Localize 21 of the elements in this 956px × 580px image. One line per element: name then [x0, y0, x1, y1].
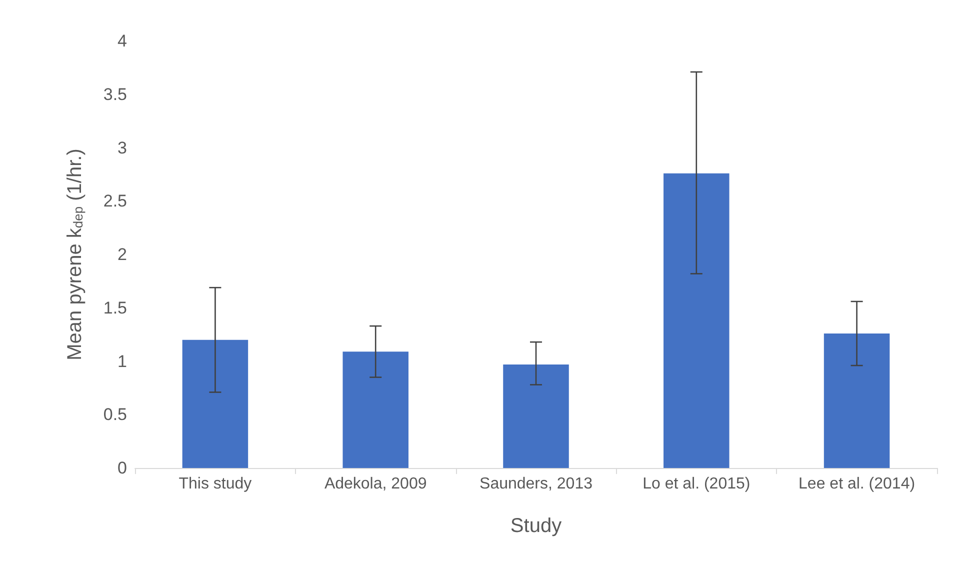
bar: [182, 340, 248, 468]
y-axis-title: Mean pyrene kdep (1/hr.): [64, 148, 86, 360]
x-tick-label: This study: [178, 476, 252, 492]
bar: [824, 333, 890, 468]
y-tick-label: 0.5: [103, 405, 127, 424]
x-tick-label: Saunders, 2013: [480, 476, 593, 492]
y-tick-label: 3: [118, 138, 127, 158]
x-tick-label: Lo et al. (2015): [642, 476, 750, 492]
bar: [342, 352, 408, 468]
y-tick-label: 1.5: [103, 298, 127, 318]
x-axis-title: Study: [510, 515, 562, 537]
y-tick-label: 4: [118, 32, 127, 50]
y-tick-label: 3.5: [103, 84, 127, 104]
bar: [503, 364, 569, 468]
x-tick-label: Lee et al. (2014): [798, 476, 916, 492]
y-tick-label: 2: [118, 245, 127, 264]
y-tick-label: 0: [118, 458, 127, 478]
y-tick-label: 1: [118, 352, 127, 371]
y-tick-label: 2.5: [103, 192, 127, 211]
bar: [664, 173, 730, 468]
x-tick-label: Adekola, 2009: [324, 476, 427, 492]
